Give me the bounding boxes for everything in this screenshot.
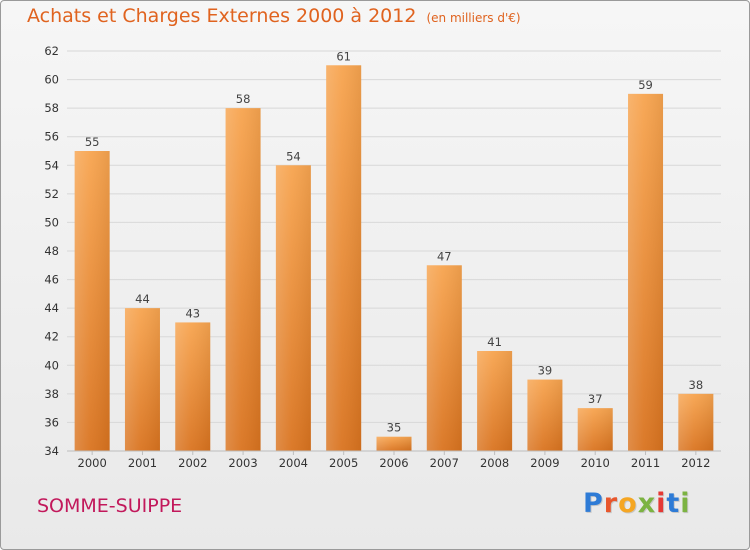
bars: 55 44 43 58 54 61 35 47 41 39 37 59 38 xyxy=(74,49,714,452)
logo-letter: o xyxy=(618,488,638,519)
y-tick-label: 52 xyxy=(44,187,59,201)
bar-value-label: 37 xyxy=(588,392,603,406)
x-tick-label: 2003 xyxy=(228,456,257,470)
y-tick-label: 42 xyxy=(44,330,59,344)
bar-value-label: 39 xyxy=(538,364,553,378)
y-axis-ticks: 34 36 38 40 42 44 46 48 50 52 54 56 58 60 62 xyxy=(44,44,59,458)
y-tick-label: 46 xyxy=(44,273,59,287)
bar-value-label: 59 xyxy=(638,78,653,92)
x-tick-label: 2006 xyxy=(379,456,408,470)
bar-value-label: 61 xyxy=(336,49,351,63)
bar-shine xyxy=(678,393,714,451)
bar-shine xyxy=(74,151,110,451)
commune-name: SOMME-SUIPPE xyxy=(37,495,183,517)
bar-shine xyxy=(124,308,160,451)
chart-title: Achats et Charges Externes 2000 à 2012 (e… xyxy=(27,5,521,27)
y-tick-label: 56 xyxy=(44,130,59,144)
bar-shine xyxy=(225,108,261,452)
y-tick-label: 36 xyxy=(44,415,59,429)
bar-shine xyxy=(577,408,613,451)
logo-letter: P xyxy=(583,488,604,519)
bar-value-label: 58 xyxy=(236,92,251,106)
bar-value-label: 38 xyxy=(689,378,704,392)
y-tick-label: 44 xyxy=(44,301,59,315)
x-tick-label: 2001 xyxy=(128,456,157,470)
logo-letter: i xyxy=(680,488,691,519)
bar-shine xyxy=(376,436,412,451)
bar-value-label: 44 xyxy=(135,292,150,306)
grid-lines xyxy=(67,50,721,452)
x-tick-label: 2011 xyxy=(631,456,660,470)
x-tick-label: 2009 xyxy=(530,456,559,470)
proxiti-logo: Proxiti xyxy=(583,488,691,519)
bar-shine xyxy=(326,65,362,452)
x-tick-label: 2004 xyxy=(279,456,308,470)
y-tick-label: 60 xyxy=(44,73,59,87)
y-tick-label: 50 xyxy=(44,215,59,229)
logo-letter: r xyxy=(603,488,619,519)
bar-shine xyxy=(426,265,462,451)
x-tick-label: 2012 xyxy=(681,456,710,470)
bar-value-label: 35 xyxy=(387,421,402,435)
y-tick-label: 38 xyxy=(44,387,59,401)
bar-shine xyxy=(175,322,211,451)
x-tick-label: 2002 xyxy=(178,456,207,470)
x-tick-label: 2005 xyxy=(329,456,358,470)
bar-value-label: 54 xyxy=(286,149,301,163)
bar-value-label: 41 xyxy=(487,335,502,349)
x-tick-label: 2000 xyxy=(78,456,107,470)
bar-value-label: 55 xyxy=(85,135,100,149)
logo-letter: t xyxy=(666,488,681,519)
bar-value-label: 47 xyxy=(437,249,452,263)
y-tick-label: 58 xyxy=(44,101,59,115)
x-axis-ticks: 2000 2001 2002 2003 2004 2005 2006 2007 2008 2009… xyxy=(78,451,710,470)
bar-shine xyxy=(628,93,664,451)
y-tick-label: 48 xyxy=(44,244,59,258)
y-tick-label: 34 xyxy=(44,444,59,458)
y-tick-label: 54 xyxy=(44,158,59,172)
title-text: Achats et Charges Externes 2000 à 2012 xyxy=(27,5,417,27)
x-tick-label: 2007 xyxy=(430,456,459,470)
bar-shine xyxy=(275,165,311,452)
y-tick-label: 62 xyxy=(44,44,59,58)
x-tick-label: 2010 xyxy=(581,456,610,470)
bar-shine xyxy=(527,379,563,451)
logo-letter: x xyxy=(637,488,657,519)
chart-subtitle: (en milliers d'€) xyxy=(426,11,521,25)
x-tick-label: 2008 xyxy=(480,456,509,470)
bar-shine xyxy=(477,351,513,451)
y-tick-label: 40 xyxy=(44,358,59,372)
bar-value-label: 43 xyxy=(185,306,200,320)
logo-letter: i xyxy=(656,488,667,519)
